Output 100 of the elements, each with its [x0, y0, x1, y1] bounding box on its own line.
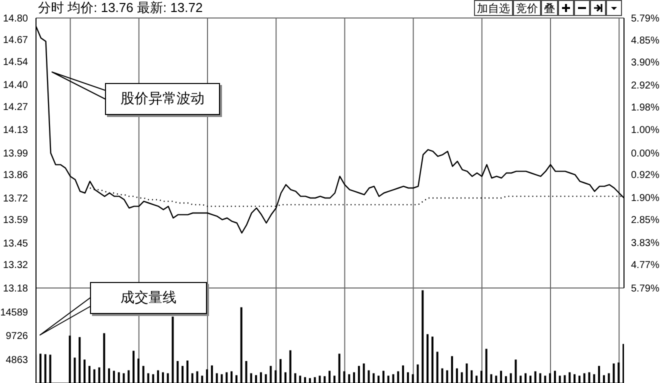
callout-box: 股价异常波动 — [105, 83, 220, 115]
bar — [270, 366, 272, 383]
bar — [392, 374, 394, 383]
bar — [588, 372, 590, 383]
bar — [378, 376, 380, 383]
bar — [255, 375, 258, 383]
bar — [524, 373, 527, 383]
bar — [147, 373, 150, 383]
bar — [358, 366, 360, 383]
bar — [412, 374, 414, 383]
bar — [382, 370, 384, 383]
bar — [397, 371, 400, 383]
bar — [485, 348, 488, 383]
bar — [574, 374, 576, 383]
bar — [166, 373, 169, 383]
bar — [534, 371, 536, 383]
bar — [338, 354, 340, 383]
bar — [451, 356, 454, 383]
bar — [426, 334, 429, 383]
bar — [578, 376, 580, 383]
bar — [568, 372, 571, 383]
bar — [618, 362, 620, 383]
bar — [456, 368, 458, 383]
bar — [612, 363, 615, 383]
y-tick-label: 4863 — [6, 354, 28, 366]
bar — [460, 372, 463, 383]
bar — [314, 377, 316, 383]
bar — [593, 374, 596, 383]
bar — [132, 350, 135, 383]
bar — [333, 376, 336, 383]
bar — [520, 376, 522, 383]
bar — [495, 376, 498, 383]
y2-tick-label: 1.98% — [631, 102, 660, 114]
bar — [362, 363, 365, 383]
bar — [476, 376, 478, 383]
y-tick-label: 13.18 — [2, 284, 28, 295]
bar — [558, 376, 561, 383]
bar — [416, 364, 419, 383]
bar — [74, 358, 76, 383]
y-tick-label: 14.67 — [2, 35, 28, 46]
y2-tick-label: 5.79% — [631, 14, 660, 25]
bar — [441, 368, 444, 383]
bar — [39, 354, 42, 383]
bar — [84, 360, 86, 383]
y2-tick-label: 2.85% — [631, 215, 660, 226]
y-tick-label: 14.54 — [2, 56, 28, 68]
bar — [226, 372, 228, 383]
y-tick-label: 13.86 — [2, 170, 28, 182]
bar — [602, 375, 605, 383]
y2-tick-label: 0.92% — [631, 170, 660, 181]
bar — [304, 377, 306, 383]
bar — [112, 370, 115, 383]
bar — [294, 373, 296, 383]
bar — [230, 371, 233, 383]
bar — [98, 367, 100, 383]
bar — [431, 336, 434, 383]
y2-tick-label: 1.00% — [631, 125, 660, 136]
bar — [78, 337, 81, 383]
bar — [260, 372, 262, 383]
bar — [402, 365, 404, 383]
y-tick-label: 13.32 — [2, 260, 28, 272]
bar — [348, 374, 350, 383]
bar — [122, 373, 125, 383]
bar — [49, 354, 52, 383]
text: 竞价 — [513, 0, 541, 16]
callout-box: 成交量线 — [90, 282, 207, 314]
y-tick-label: 13.72 — [2, 194, 28, 205]
bar — [142, 366, 144, 383]
bar — [500, 370, 502, 383]
y2-tick-label: 2.92% — [631, 80, 660, 92]
bar — [235, 375, 238, 383]
bar — [152, 374, 154, 383]
bar — [299, 376, 302, 383]
bar — [564, 375, 566, 383]
bar — [490, 374, 492, 383]
y-tick-label: 14.80 — [2, 14, 28, 25]
bar — [387, 376, 390, 383]
bar — [529, 376, 532, 383]
y2-tick-label: 4.77% — [631, 260, 660, 271]
bar — [328, 370, 331, 383]
bar — [186, 360, 188, 383]
bar — [318, 376, 321, 383]
text: 加自选 — [474, 0, 513, 16]
bar — [504, 376, 507, 383]
bar — [353, 372, 356, 383]
bar — [88, 366, 90, 383]
bar — [539, 373, 542, 383]
bar — [245, 361, 248, 383]
bar — [118, 372, 120, 383]
bar — [372, 373, 375, 383]
bar — [324, 376, 326, 383]
bar — [289, 350, 292, 383]
y-tick-label: 13.59 — [2, 215, 28, 226]
bar — [446, 370, 448, 383]
bar — [128, 370, 130, 383]
y2-tick-label: 3.83% — [631, 238, 660, 249]
y-tick-label: 13.45 — [2, 238, 28, 250]
y2-tick-label: 1.90% — [631, 192, 660, 204]
bar — [176, 361, 179, 383]
y-tick-label: 14.40 — [2, 80, 28, 92]
